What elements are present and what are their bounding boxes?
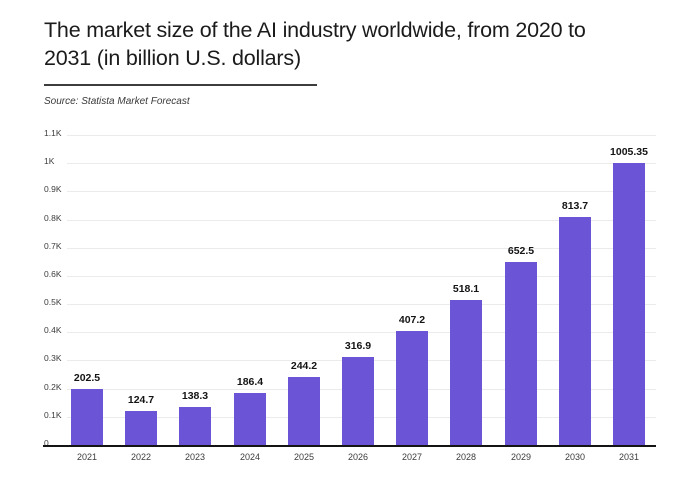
bar	[125, 411, 157, 445]
x-axis-tick-label: 2024	[239, 452, 261, 462]
gridline	[67, 191, 656, 192]
x-axis-tick-label: 2022	[130, 452, 152, 462]
y-axis-tick-label: 0.2K	[44, 382, 62, 392]
x-axis-tick-label: 2031	[618, 452, 640, 462]
x-axis-tick-label: 2030	[564, 452, 586, 462]
gridline	[67, 276, 656, 277]
x-axis-tick-label: 2028	[455, 452, 477, 462]
gridline	[67, 135, 656, 136]
bar-value-label: 202.5	[73, 372, 101, 384]
bar-value-label: 124.7	[127, 394, 155, 406]
x-axis-tick-label: 2023	[184, 452, 206, 462]
x-axis-tick-label: 2029	[510, 452, 532, 462]
gridline	[67, 332, 656, 333]
gridline	[67, 304, 656, 305]
x-axis-tick-label: 2025	[293, 452, 315, 462]
bar-value-label: 652.5	[507, 245, 535, 257]
y-axis-tick-label: 0.3K	[44, 353, 62, 363]
gridline	[67, 220, 656, 221]
bar	[396, 331, 428, 445]
y-axis-tick-label: 0.8K	[44, 213, 62, 223]
y-axis-tick-label: 0.1K	[44, 410, 62, 420]
gridline	[67, 163, 656, 164]
bar-value-label: 407.2	[398, 314, 426, 326]
source-label: Source: Statista Market Forecast	[44, 96, 190, 107]
bar	[613, 163, 645, 445]
bar	[342, 357, 374, 445]
x-axis-tick-label: 2021	[76, 452, 98, 462]
bar	[505, 262, 537, 445]
x-axis-tick-label: 2026	[347, 452, 369, 462]
bar-value-label: 813.7	[561, 200, 589, 212]
bar	[234, 393, 266, 445]
bar-value-label: 244.2	[290, 360, 318, 372]
bar-value-label: 316.9	[344, 340, 372, 352]
chart-title: The market size of the AI industry world…	[44, 18, 586, 70]
bar-value-label: 518.1	[452, 283, 480, 295]
y-axis-tick-label: 0.6K	[44, 269, 62, 279]
y-axis-tick-label: 1.1K	[44, 128, 62, 138]
y-axis-tick-label: 0.5K	[44, 297, 62, 307]
y-axis-tick-label: 0.4K	[44, 325, 62, 335]
y-axis-tick-label: 0.9K	[44, 184, 62, 194]
x-axis-tick-label: 2027	[401, 452, 423, 462]
bar-value-label: 138.3	[181, 390, 209, 402]
title-divider	[44, 84, 317, 86]
x-axis-line	[43, 445, 656, 447]
y-axis-tick-label: 0.7K	[44, 241, 62, 251]
bar-value-label: 186.4	[236, 376, 264, 388]
gridline	[67, 248, 656, 249]
bar	[179, 407, 211, 445]
bar	[450, 300, 482, 445]
bar	[288, 377, 320, 445]
bar	[71, 389, 103, 445]
bar-value-label: 1005.35	[610, 146, 648, 158]
bar	[559, 217, 591, 445]
y-axis-tick-label: 1K	[44, 156, 55, 166]
y-axis-tick-label: 0	[44, 438, 49, 448]
